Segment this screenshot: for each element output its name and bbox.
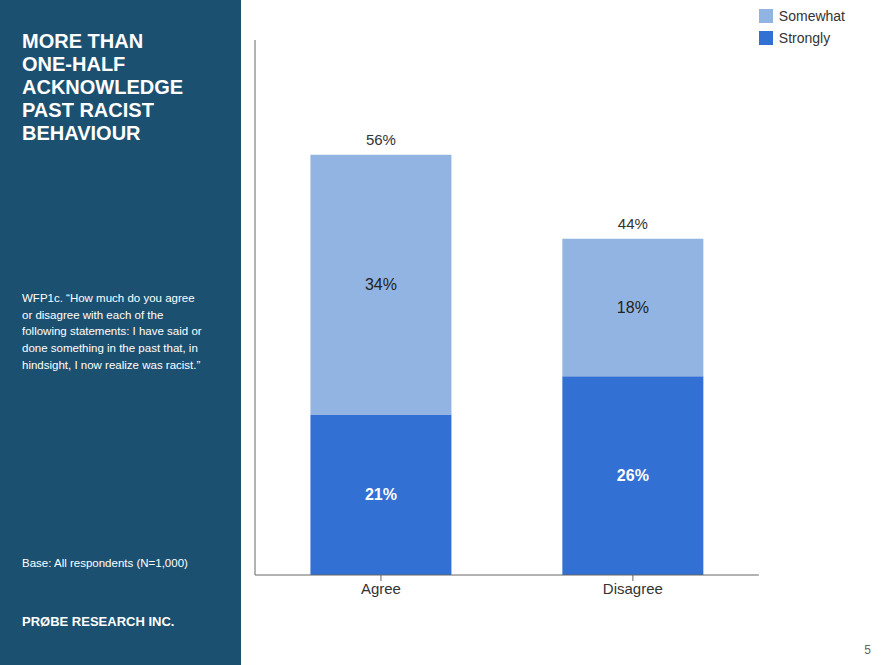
html-text:5: 5	[864, 643, 871, 657]
html-text:BEHAVIOUR: BEHAVIOUR	[22, 122, 141, 144]
html-text:following statements: I have s: following statements: I have said or	[22, 325, 202, 338]
html-text:Strongly: Strongly	[778, 30, 831, 46]
svg-text:26%: 26%	[617, 467, 649, 484]
svg-text:18%: 18%	[617, 299, 649, 316]
html-text:ACKNOWLEDGE: ACKNOWLEDGE	[22, 76, 184, 98]
svg-text:44%: 44%	[618, 215, 648, 232]
html-text:or disagree with each of the: or disagree with each of the	[22, 308, 164, 321]
html-text:PRØBE RESEARCH INC.: PRØBE RESEARCH INC.	[22, 614, 175, 629]
html-text:Somewhat: Somewhat	[778, 8, 845, 24]
html-text:MORE THAN: MORE THAN	[22, 30, 144, 52]
html-text:Base: All respondents (N=1,000: Base: All respondents (N=1,000)	[22, 557, 188, 569]
html-text:done something in the past tha: done something in the past that, in	[22, 342, 198, 354]
html-text:PAST RACIST: PAST RACIST	[22, 99, 154, 121]
html-text:ONE-HALF: ONE-HALF	[22, 53, 126, 75]
html-text:hindsight, I now realize was r: hindsight, I now realize was racist.”	[22, 358, 201, 371]
svg-text:34%: 34%	[365, 276, 397, 293]
svg-text:Agree: Agree	[361, 580, 401, 597]
svg-text:56%: 56%	[366, 131, 396, 148]
svg-text:21%: 21%	[365, 486, 397, 503]
html-text:WFP1c. “How much do you agree: WFP1c. “How much do you agree	[22, 292, 195, 304]
svg-text:Disagree: Disagree	[603, 580, 663, 597]
